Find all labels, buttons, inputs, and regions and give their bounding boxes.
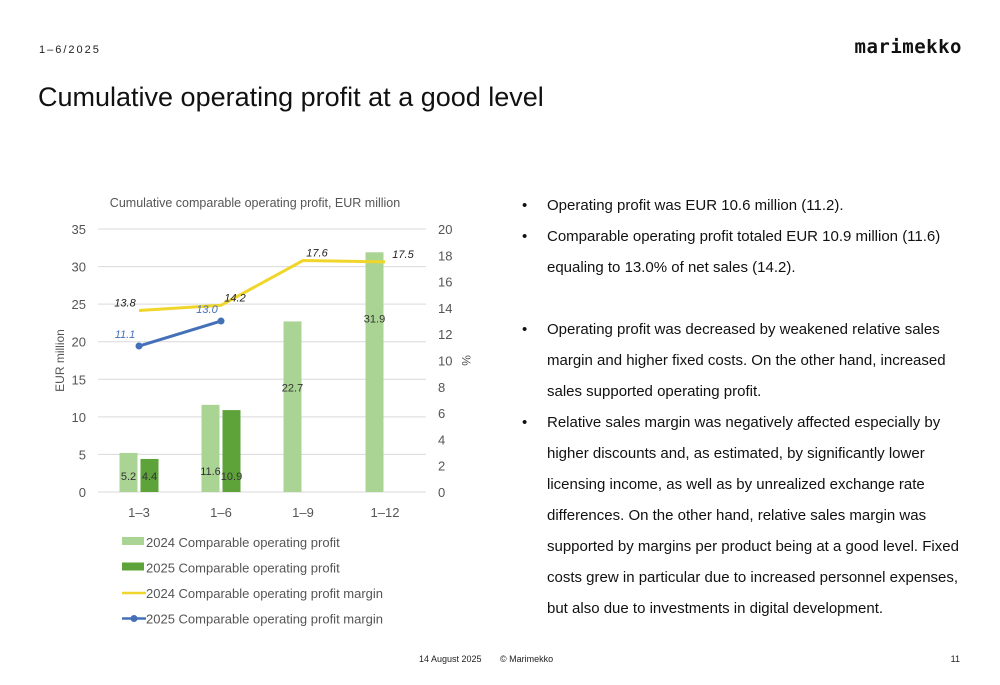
line-data-label: 11.1	[115, 329, 136, 341]
y-tick-label: 5	[79, 447, 86, 462]
y-tick-label: 15	[72, 372, 86, 387]
y2-tick-label: 8	[438, 380, 445, 395]
marimekko-logo: marimekko	[854, 36, 962, 58]
y2-axis-title: %	[459, 355, 473, 366]
bar-2024	[365, 252, 384, 492]
bar-data-label: 31.9	[364, 313, 385, 325]
legend-swatch	[122, 562, 144, 571]
y2-tick-label: 2	[438, 459, 445, 474]
operating-profit-chart: Cumulative comparable operating profit, …	[53, 196, 473, 627]
line-marker	[217, 317, 225, 325]
page-number: 11	[950, 654, 960, 664]
slide-title: Cumulative operating profit at a good le…	[38, 82, 544, 112]
x-tick-label: 1–3	[128, 505, 150, 520]
y2-tick-label: 18	[438, 248, 452, 263]
bar-data-label: 11.6	[200, 466, 221, 478]
y2-tick-label: 12	[438, 327, 452, 342]
line-marker	[135, 342, 143, 350]
bar-2024	[283, 321, 302, 492]
y2-tick-label: 16	[438, 275, 452, 290]
x-tick-label: 1–9	[292, 505, 314, 520]
y2-tick-label: 10	[438, 354, 452, 369]
legend-label: 2025 Comparable operating profit	[146, 561, 340, 576]
y-tick-label: 30	[72, 260, 86, 275]
y-tick-label: 35	[72, 222, 86, 237]
bar-2024	[119, 452, 138, 492]
bar-2025	[222, 410, 241, 492]
bullet-item: Relative sales margin was negatively aff…	[522, 407, 962, 624]
y-tick-label: 0	[79, 485, 86, 500]
bar-2025	[140, 458, 159, 492]
legend-label: 2024 Comparable operating profit margin	[146, 586, 383, 601]
bullet-item: Operating profit was EUR 10.6 million (1…	[522, 190, 962, 221]
footer-date: 14 August 2025	[419, 654, 482, 664]
y-tick-label: 20	[72, 335, 86, 350]
bullet-item: Comparable operating profit totaled EUR …	[522, 221, 962, 283]
y-tick-label: 10	[72, 410, 86, 425]
bar-data-label: 5.2	[121, 471, 136, 483]
bullet-item: Operating profit was decreased by weaken…	[522, 314, 962, 407]
line-data-label: 14.2	[224, 292, 245, 304]
bar-data-label: 4.4	[142, 471, 157, 483]
chart-container: Cumulative comparable operating profit, …	[50, 190, 480, 640]
y2-tick-label: 4	[438, 432, 445, 447]
line-2025-margin	[138, 319, 222, 348]
y2-tick-label: 6	[438, 406, 445, 421]
y-tick-label: 25	[72, 297, 86, 312]
report-period: 1–6/2025	[39, 44, 101, 56]
bullet-list: Operating profit was EUR 10.6 million (1…	[522, 190, 962, 624]
y2-tick-label: 14	[438, 301, 452, 316]
legend-label: 2025 Comparable operating profit margin	[146, 612, 383, 627]
x-tick-label: 1–12	[371, 505, 400, 520]
legend-swatch	[122, 537, 144, 545]
line-data-label: 13.0	[196, 304, 218, 316]
bar-data-label: 22.7	[282, 382, 303, 394]
line-data-label: 13.8	[114, 298, 136, 310]
y2-tick-label: 0	[438, 485, 445, 500]
y2-tick-label: 20	[438, 222, 452, 237]
chart-title: Cumulative comparable operating profit, …	[110, 196, 400, 210]
bar-2024	[201, 404, 220, 492]
spacer	[522, 283, 962, 314]
x-tick-label: 1–6	[210, 505, 232, 520]
line-2024-margin	[138, 259, 386, 313]
legend-label: 2024 Comparable operating profit	[146, 535, 340, 550]
line-data-label: 17.5	[392, 249, 414, 261]
bar-data-label: 10.9	[221, 471, 242, 483]
line-data-label: 17.6	[306, 248, 328, 260]
y-axis-title: EUR million	[53, 329, 67, 392]
footer-copyright: © Marimekko	[500, 654, 554, 664]
legend-marker	[130, 615, 138, 622]
